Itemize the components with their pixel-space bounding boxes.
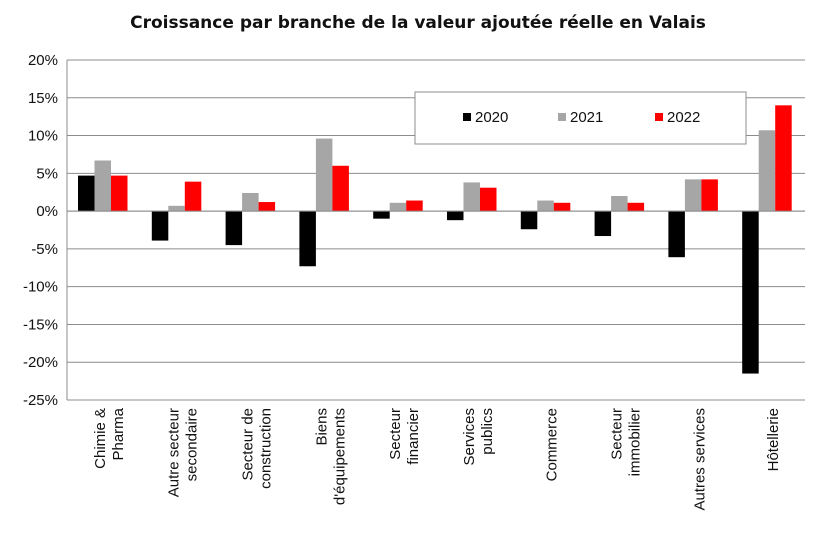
bar-2022 <box>111 175 128 212</box>
bar-2021 <box>389 202 407 212</box>
bar-2020 <box>299 211 316 267</box>
legend-label: 2022 <box>667 109 700 126</box>
y-tick-label: 0% <box>36 203 58 220</box>
y-tick-label: 5% <box>36 165 58 182</box>
x-tick-line: Autre secteur <box>166 408 183 497</box>
x-tick-line: Secteur <box>609 408 626 460</box>
x-tick-line: financier <box>405 408 422 465</box>
bar-2021 <box>758 130 776 212</box>
legend-swatch <box>655 113 663 121</box>
x-tick-label: Secteur de construction <box>240 408 275 489</box>
bars <box>78 105 792 374</box>
legend: 2020 2021 2022 <box>414 91 747 145</box>
bar-2022 <box>184 181 202 212</box>
bar-2020 <box>225 211 243 246</box>
bar-2022 <box>553 202 571 212</box>
x-tick-line: Biens <box>313 408 330 446</box>
x-tick-label: Commerce <box>544 408 561 481</box>
x-tick-line: Secteur <box>387 408 404 460</box>
bar-2022 <box>480 187 497 212</box>
x-tick-line: Pharma <box>110 407 127 460</box>
bar-2022 <box>406 200 423 212</box>
x-tick-label: Chimie & Pharma <box>92 407 127 469</box>
bar-2020 <box>78 175 95 212</box>
x-tick-line: Chimie & <box>92 408 109 469</box>
bar-2020 <box>742 211 759 374</box>
y-tick-label: -5% <box>31 241 58 258</box>
bar-2021 <box>315 138 333 212</box>
y-tick-label: -10% <box>23 279 58 296</box>
legend-label: 2021 <box>570 109 603 126</box>
x-tick-label: Secteur financier <box>387 408 422 465</box>
x-tick-line: d'équipements <box>331 408 348 505</box>
chart-title: Croissance par branche de la valeur ajou… <box>130 13 706 33</box>
bar-2021 <box>537 200 554 212</box>
bar-2020 <box>594 211 612 237</box>
bar-2022 <box>627 202 645 212</box>
bar-2021 <box>168 205 185 212</box>
bar-2020 <box>668 211 685 258</box>
y-tick-label: 10% <box>28 128 58 145</box>
x-tick-line: Autres services <box>691 408 708 511</box>
bar-2020 <box>447 211 464 221</box>
bar-2021 <box>242 192 259 212</box>
legend-swatch <box>558 113 566 121</box>
legend-label: 2020 <box>475 109 508 126</box>
x-tick-label: Autres services <box>691 408 708 511</box>
bar-2021 <box>684 179 702 212</box>
x-tick-line: publics <box>479 408 496 455</box>
y-tick-label: -20% <box>23 354 58 371</box>
bar-2022 <box>775 105 792 212</box>
bar-2021 <box>94 160 111 212</box>
x-axis-labels: Chimie & Pharma Autre secteur secondaire Sec… <box>92 407 782 510</box>
bar-2022 <box>258 202 276 212</box>
y-tick-label: 20% <box>28 52 58 69</box>
x-tick-line: Secteur de <box>240 408 257 481</box>
bar-2022 <box>332 165 349 212</box>
x-tick-line: Commerce <box>544 408 561 481</box>
bar-2021 <box>611 196 628 212</box>
bar-2021 <box>463 182 480 212</box>
bar-2020 <box>373 211 390 219</box>
legend-swatch <box>463 113 471 121</box>
y-axis-ticks: 20% 15% 10% 5% 0% -5% -10% -15% -20% -25% <box>23 52 58 409</box>
bar-2022 <box>701 179 718 212</box>
x-tick-label: Autre secteur secondaire <box>166 408 201 497</box>
x-tick-line: immobilier <box>627 408 644 476</box>
axes <box>66 60 805 400</box>
x-tick-label: Hôtellerie <box>765 408 782 471</box>
x-tick-line: construction <box>258 408 275 489</box>
y-tick-label: -15% <box>23 316 58 333</box>
x-tick-line: Hôtellerie <box>765 408 782 471</box>
x-tick-line: Services <box>461 408 478 466</box>
x-tick-label: Biens d'équipements <box>313 408 348 505</box>
x-tick-line: secondaire <box>184 408 201 481</box>
x-tick-label: Secteur immobilier <box>609 408 644 476</box>
y-tick-label: -25% <box>23 392 58 409</box>
x-tick-label: Services publics <box>461 408 496 466</box>
bar-2020 <box>520 211 538 230</box>
bar-2020 <box>151 211 169 241</box>
y-tick-label: 15% <box>28 90 58 107</box>
